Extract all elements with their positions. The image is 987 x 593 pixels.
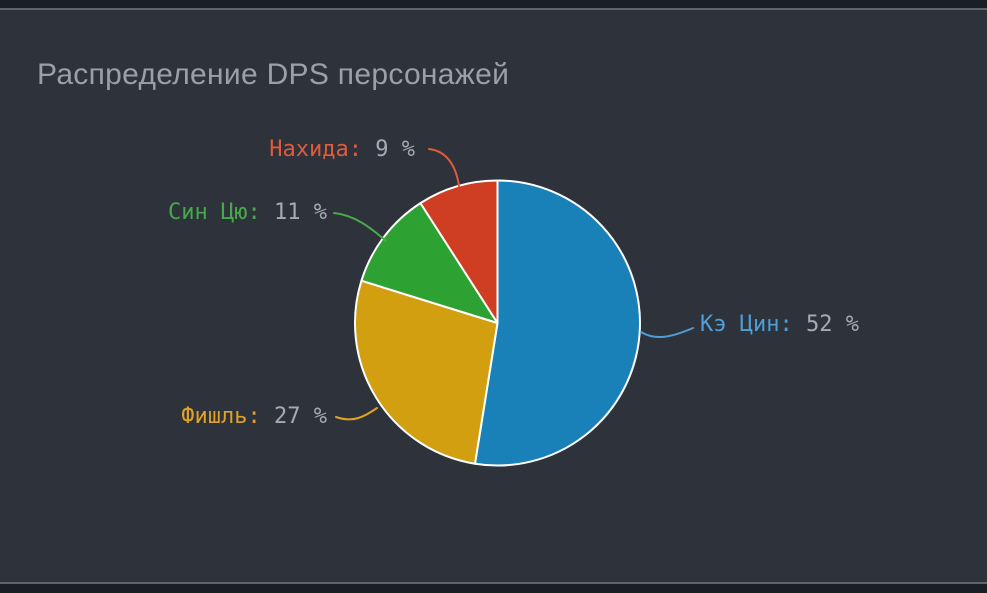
slice-label-keqing: Кэ Цин: 52 % bbox=[700, 312, 859, 338]
pie-slice-keqing bbox=[473, 179, 641, 467]
leader-line-fischl bbox=[335, 407, 378, 421]
slice-label-xingqiu: Син Цю: 11 % bbox=[168, 200, 327, 226]
slice-label-nahida: Нахида: 9 % bbox=[269, 137, 415, 163]
window-bottom-divider bbox=[0, 582, 987, 584]
slice-label-value: 27 % bbox=[260, 404, 327, 429]
slice-label-name: Нахида: bbox=[269, 137, 363, 162]
pie-slice-xingqiu bbox=[360, 202, 499, 324]
chart-title: Распределение DPS персонажей bbox=[37, 58, 510, 91]
window-top-divider bbox=[0, 8, 987, 10]
slice-label-name: Кэ Цин: bbox=[700, 312, 793, 337]
pie-slice-fischl bbox=[354, 279, 499, 465]
slice-label-fischl: Фишль: 27 % bbox=[181, 404, 327, 430]
slice-label-value: 11 % bbox=[260, 200, 327, 225]
pie-slice-nahida bbox=[419, 179, 499, 324]
slice-label-value: 9 % bbox=[362, 137, 415, 162]
leader-line-keqing bbox=[640, 327, 694, 339]
slice-label-value: 52 % bbox=[792, 312, 859, 337]
slice-label-name: Фишль: bbox=[181, 404, 261, 429]
leader-line-xingqiu bbox=[333, 212, 387, 242]
window-bottom-strip bbox=[0, 584, 987, 593]
window-top-strip bbox=[0, 0, 987, 8]
slice-label-name: Син Цю: bbox=[168, 200, 261, 225]
leader-line-nahida bbox=[428, 148, 460, 187]
